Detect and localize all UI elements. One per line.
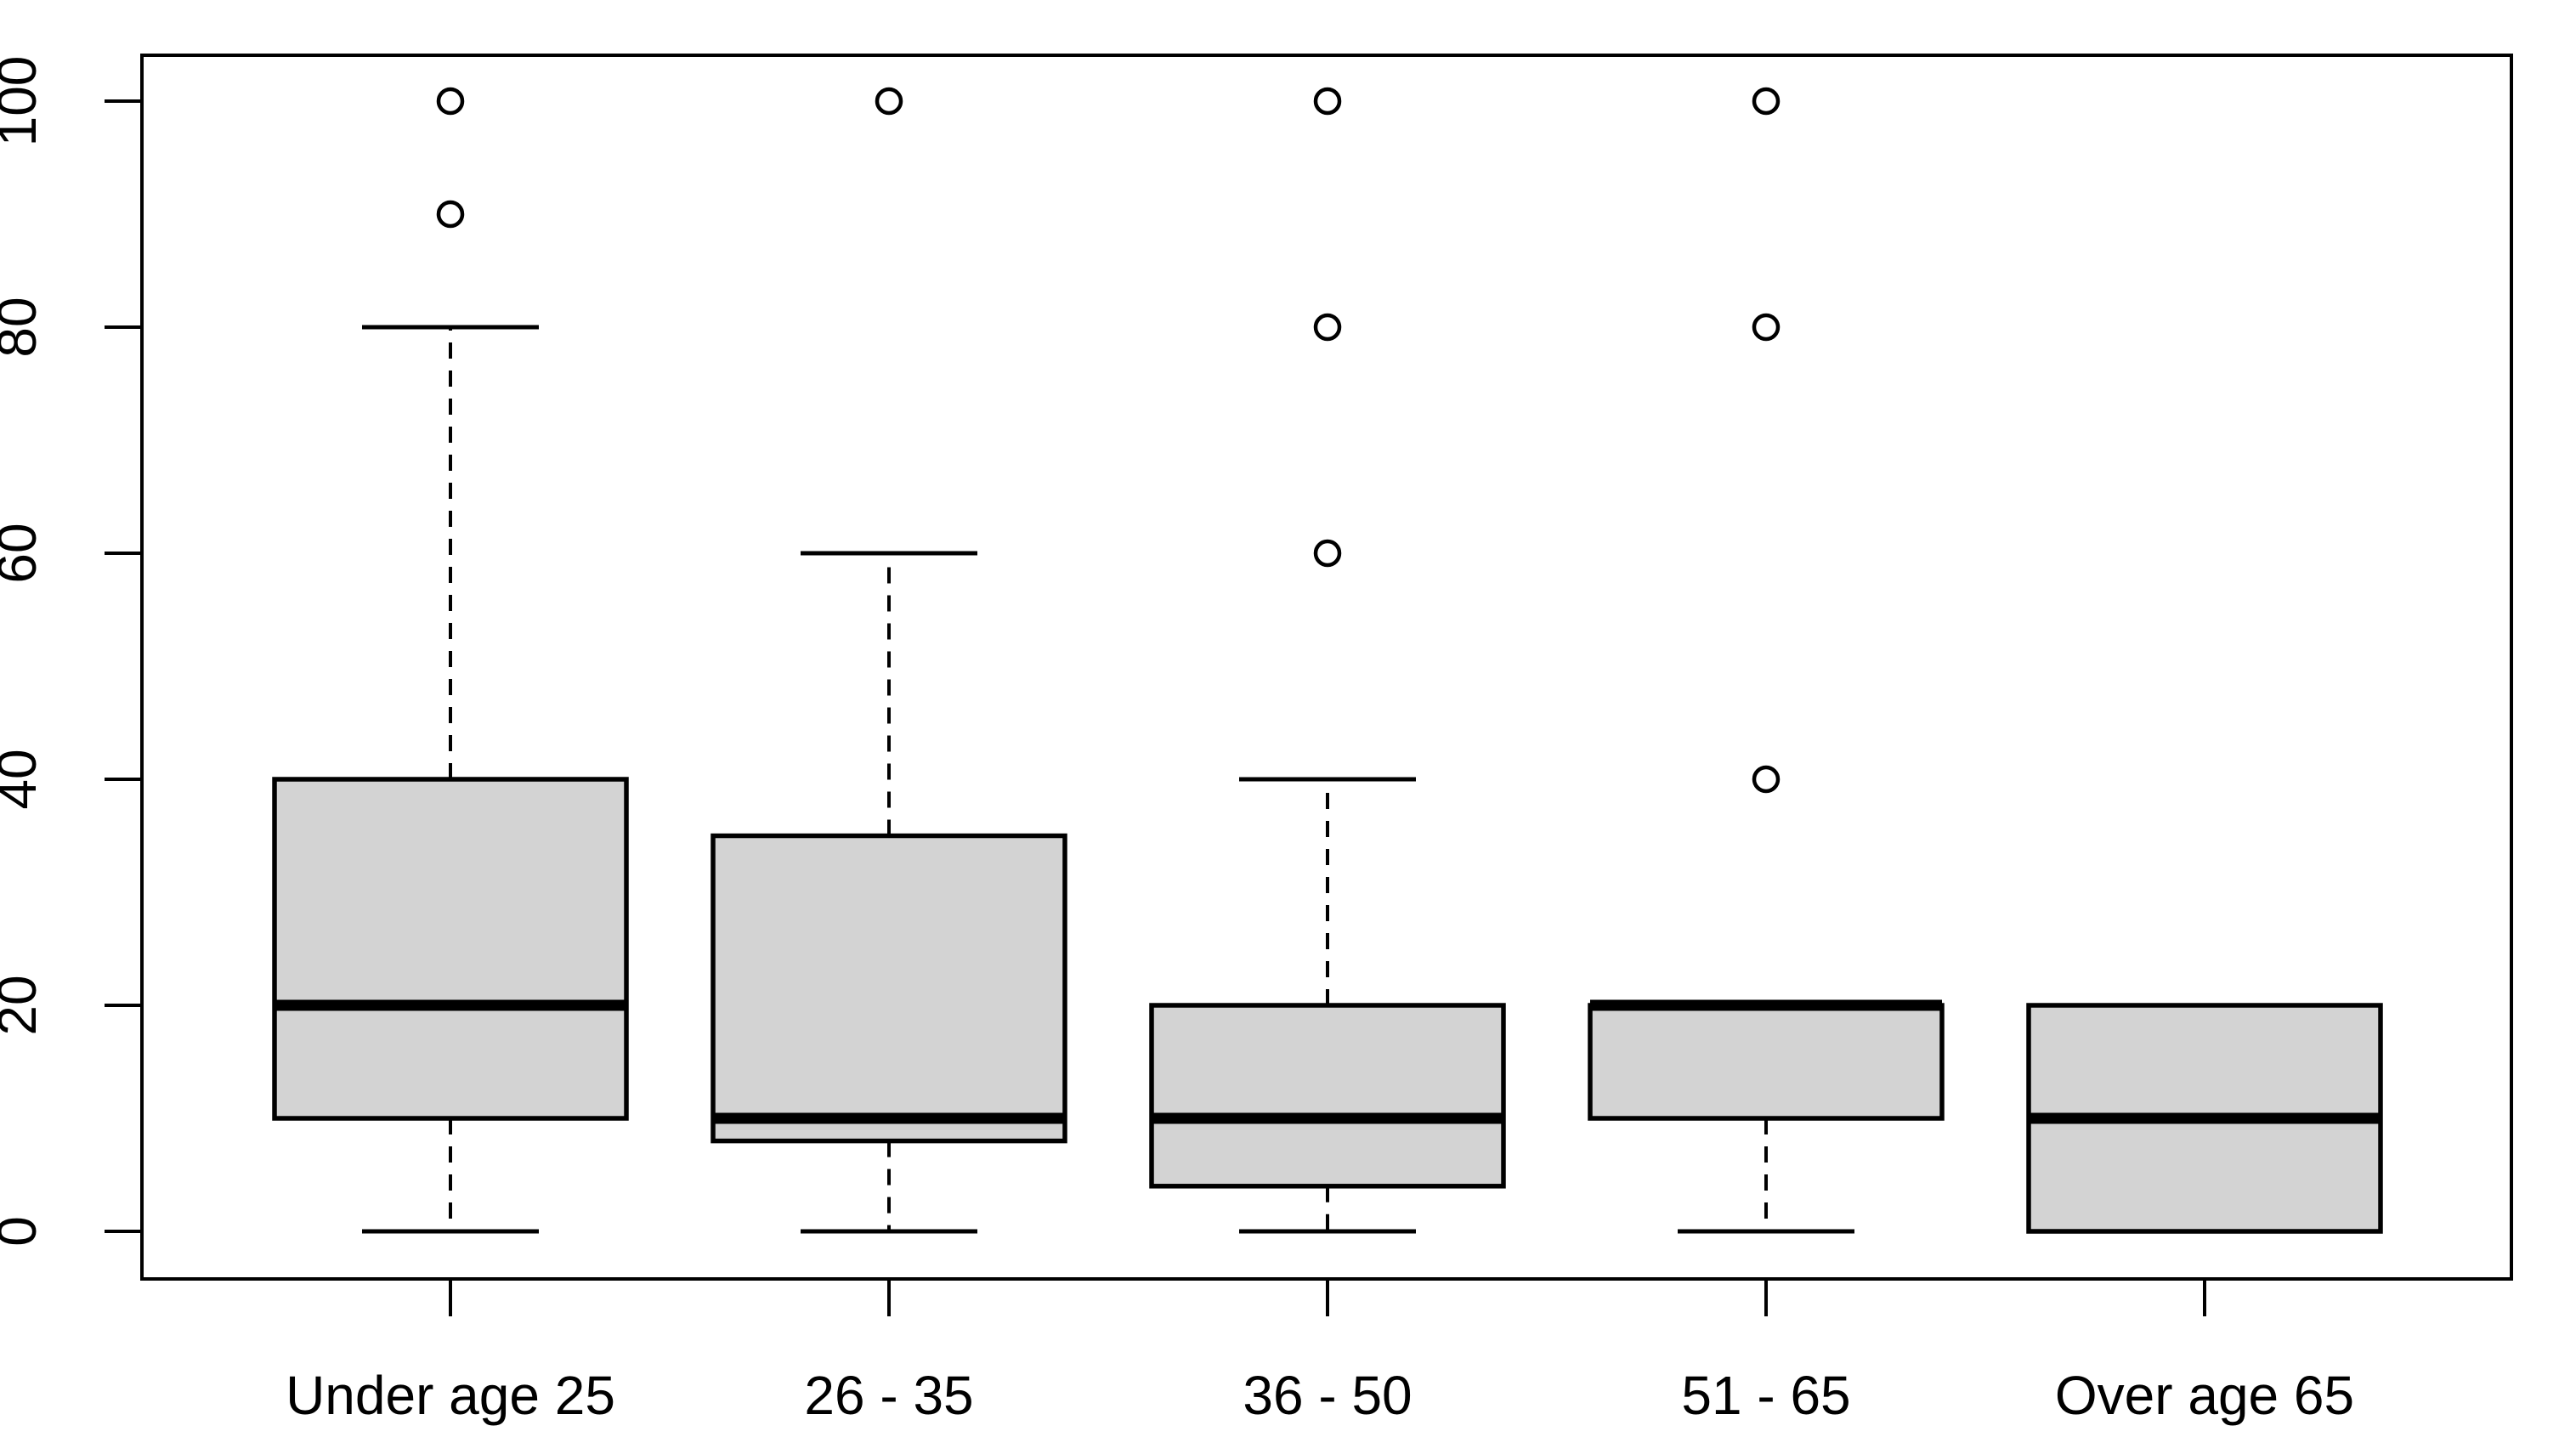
outlier-point <box>1752 313 1781 342</box>
iqr-box <box>272 777 629 1121</box>
x-tick-label: Over age 65 <box>2055 1365 2354 1426</box>
boxplot-group <box>711 87 1067 1234</box>
outlier-point <box>875 87 903 116</box>
y-tick-label: 100 <box>0 56 48 147</box>
outlier-point <box>1313 539 1342 568</box>
x-tick-label: 26 - 35 <box>804 1365 973 1426</box>
x-tick-label: 36 - 50 <box>1243 1365 1412 1426</box>
y-tick-label: 40 <box>0 749 48 809</box>
outlier-point <box>1752 87 1781 116</box>
boxplot-group <box>2026 1003 2383 1234</box>
y-tick-label: 60 <box>0 523 48 583</box>
axes-layer: 0 20 40 60 80 100 Under age 25 26 - 35 36 - 50 51… <box>0 54 2513 1426</box>
boxes-layer <box>272 87 2383 1234</box>
y-tick-label: 20 <box>0 975 48 1035</box>
iqr-box <box>711 833 1067 1144</box>
outlier-point <box>436 87 465 116</box>
boxplot-group <box>1149 87 1506 1234</box>
y-tick-label: 0 <box>0 1216 48 1247</box>
iqr-box <box>1588 1003 1945 1121</box>
outlier-point <box>436 200 465 229</box>
boxplot-group <box>272 87 629 1234</box>
x-tick-label: Under age 25 <box>286 1365 615 1426</box>
outlier-point <box>1752 765 1781 794</box>
y-tick-label: 80 <box>0 297 48 357</box>
boxplot-group <box>1588 87 1945 1234</box>
outlier-point <box>1313 87 1342 116</box>
x-tick-label: 51 - 65 <box>1681 1365 1850 1426</box>
iqr-box <box>1149 1003 1506 1189</box>
outlier-point <box>1313 313 1342 342</box>
